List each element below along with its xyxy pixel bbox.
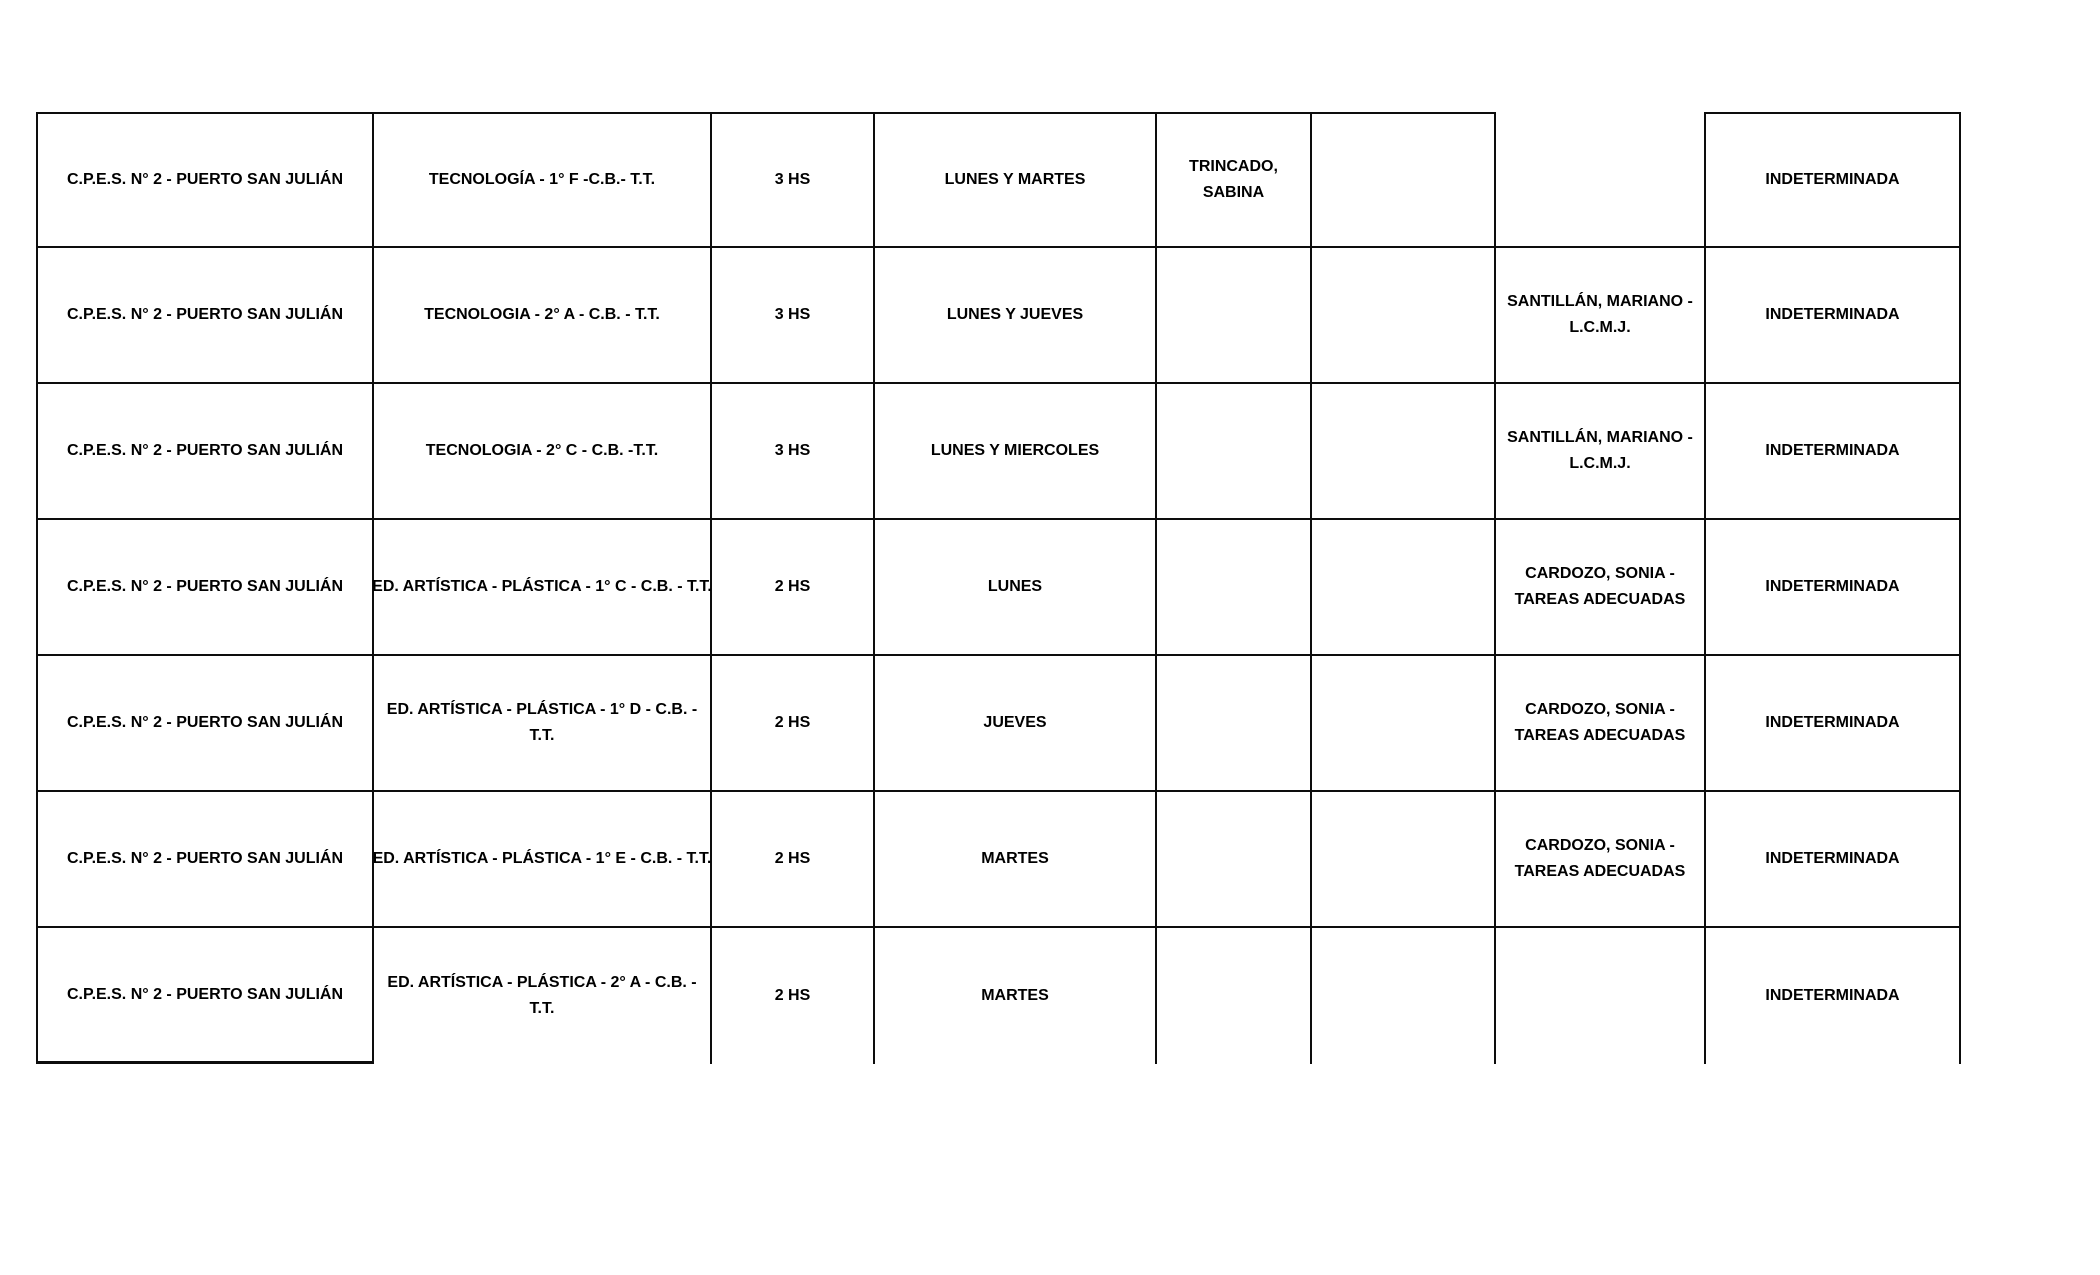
cell-weekly-hours: 3 HS — [712, 248, 875, 384]
cell-text-term: INDETERMINADA — [1765, 987, 1900, 1004]
cell-term: INDETERMINADA — [1706, 112, 1961, 248]
cell-school: C.P.E.S. N° 2 - PUERTO SAN JULIÁN — [36, 656, 374, 792]
cell-text-weekly-hours: 2 HS — [774, 850, 811, 867]
cell-text-weekly-hours: 2 HS — [774, 578, 811, 595]
cell-subject: ED. ARTÍSTICA - PLÁSTICA - 1° C - C.B. -… — [372, 520, 712, 656]
cell-days: LUNES Y JUEVES — [875, 248, 1157, 384]
cell-text-days: MARTES — [981, 987, 1049, 1004]
cell-text-days: LUNES Y MARTES — [944, 171, 1086, 188]
cell-term: INDETERMINADA — [1706, 520, 1961, 656]
cell-teacher-observation: SANTILLÁN, MARIANO - L.C.M.J. — [1496, 248, 1706, 384]
cell-subject: TECNOLOGÍA - 1° F -C.B.- T.T. — [374, 112, 712, 248]
cell-teacher — [1157, 656, 1312, 792]
cell-weekly-hours: 2 HS — [712, 656, 875, 792]
cell-text-weekly-hours: 3 HS — [774, 306, 811, 323]
cell-term: INDETERMINADA — [1706, 248, 1961, 384]
cell-term: INDETERMINADA — [1706, 384, 1961, 520]
cell-text-weekly-hours: 3 HS — [774, 171, 811, 188]
cell-text-weekly-hours: 2 HS — [774, 714, 811, 731]
cell-school: C.P.E.S. N° 2 - PUERTO SAN JULIÁN — [36, 520, 374, 656]
cell-text-term: INDETERMINADA — [1765, 171, 1900, 188]
cell-text-weekly-hours: 3 HS — [774, 442, 811, 459]
cell-text-subject: TECNOLOGIA - 2° A - C.B. - T.T. — [424, 306, 660, 323]
cell-teacher — [1157, 520, 1312, 656]
cell-weekly-hours: 2 HS — [712, 792, 875, 928]
cell-text-days: LUNES — [987, 578, 1043, 595]
cell-teacher — [1157, 792, 1312, 928]
cell-text-days: JUEVES — [983, 714, 1047, 731]
cell-text-teacher-observation: CARDOZO, SONIA - TAREAS ADECUADAS — [1514, 701, 1686, 744]
cell-text-school: C.P.E.S. N° 2 - PUERTO SAN JULIÁN — [66, 985, 344, 1003]
cell-weekly-hours: 3 HS — [712, 112, 875, 248]
cell-unassigned — [1312, 520, 1496, 656]
cell-text-school: C.P.E.S. N° 2 - PUERTO SAN JULIÁN — [66, 578, 344, 595]
cell-text-days: LUNES Y JUEVES — [946, 306, 1084, 323]
cell-days: MARTES — [875, 928, 1157, 1064]
cell-text-subject: ED. ARTÍSTICA - PLÁSTICA - 2° A - C.B. -… — [387, 974, 697, 1017]
cell-text-term: INDETERMINADA — [1765, 442, 1900, 459]
cell-school: C.P.E.S. N° 2 - PUERTO SAN JULIÁN — [36, 928, 374, 1064]
cell-text-school: C.P.E.S. N° 2 - PUERTO SAN JULIÁN — [66, 714, 344, 731]
cell-unassigned — [1312, 384, 1496, 520]
cell-text-days: LUNES Y MIERCOLES — [930, 442, 1100, 459]
cell-text-weekly-hours: 2 HS — [774, 987, 811, 1004]
cell-text-subject: TECNOLOGÍA - 1° F -C.B.- T.T. — [428, 171, 656, 188]
cell-term: INDETERMINADA — [1706, 656, 1961, 792]
cell-text-subject: TECNOLOGIA - 2° C - C.B. -T.T. — [425, 442, 659, 459]
cell-text-subject: ED. ARTÍSTICA - PLÁSTICA - 1° C - C.B. -… — [372, 578, 712, 595]
cell-term: INDETERMINADA — [1706, 928, 1961, 1064]
cell-subject: TECNOLOGIA - 2° A - C.B. - T.T. — [374, 248, 712, 384]
cell-text-teacher-observation: CARDOZO, SONIA - TAREAS ADECUADAS — [1514, 565, 1686, 608]
cell-teacher — [1157, 248, 1312, 384]
cell-school: C.P.E.S. N° 2 - PUERTO SAN JULIÁN — [36, 112, 374, 248]
cell-days: LUNES Y MARTES — [875, 112, 1157, 248]
cell-text-teacher: TRINCADO, SABINA — [1189, 158, 1278, 201]
cell-days: LUNES Y MIERCOLES — [875, 384, 1157, 520]
cell-text-school: C.P.E.S. N° 2 - PUERTO SAN JULIÁN — [66, 306, 344, 323]
cell-text-teacher-observation: SANTILLÁN, MARIANO - L.C.M.J. — [1507, 429, 1693, 472]
cell-subject: ED. ARTÍSTICA - PLÁSTICA - 1° D - C.B. -… — [374, 656, 712, 792]
cell-weekly-hours: 2 HS — [712, 520, 875, 656]
cell-unassigned — [1312, 248, 1496, 384]
schedule-table: C.P.E.S. N° 2 - PUERTO SAN JULIÁN TECNOLO… — [36, 112, 1961, 1064]
cell-text-school: C.P.E.S. N° 2 - PUERTO SAN JULIÁN — [66, 171, 344, 188]
cell-teacher: TRINCADO, SABINA — [1157, 112, 1312, 248]
cell-school: C.P.E.S. N° 2 - PUERTO SAN JULIÁN — [36, 384, 374, 520]
cell-teacher-observation: CARDOZO, SONIA - TAREAS ADECUADAS — [1496, 656, 1706, 792]
cell-school: C.P.E.S. N° 2 - PUERTO SAN JULIÁN — [36, 792, 374, 928]
cell-term: INDETERMINADA — [1706, 792, 1961, 928]
cell-days: MARTES — [875, 792, 1157, 928]
cell-text-school: C.P.E.S. N° 2 - PUERTO SAN JULIÁN — [66, 442, 344, 459]
cell-subject: TECNOLOGIA - 2° C - C.B. -T.T. — [374, 384, 712, 520]
cell-text-term: INDETERMINADA — [1765, 578, 1900, 595]
cell-text-days: MARTES — [981, 850, 1049, 867]
cell-teacher-observation: CARDOZO, SONIA - TAREAS ADECUADAS — [1496, 520, 1706, 656]
cell-unassigned — [1312, 112, 1496, 248]
cell-teacher-observation: CARDOZO, SONIA - TAREAS ADECUADAS — [1496, 792, 1706, 928]
cell-teacher-observation — [1496, 112, 1706, 248]
cell-text-school: C.P.E.S. N° 2 - PUERTO SAN JULIÁN — [66, 850, 344, 867]
cell-text-term: INDETERMINADA — [1765, 850, 1900, 867]
cell-text-teacher-observation: SANTILLÁN, MARIANO - L.C.M.J. — [1507, 293, 1693, 336]
cell-unassigned — [1312, 656, 1496, 792]
cell-subject: ED. ARTÍSTICA - PLÁSTICA - 2° A - C.B. -… — [374, 928, 712, 1064]
cell-weekly-hours: 2 HS — [712, 928, 875, 1064]
cell-text-subject: ED. ARTÍSTICA - PLÁSTICA - 1° E - C.B. -… — [372, 850, 712, 867]
cell-unassigned — [1312, 928, 1496, 1064]
cell-weekly-hours: 3 HS — [712, 384, 875, 520]
cell-days: LUNES — [875, 520, 1157, 656]
cell-teacher — [1157, 928, 1312, 1064]
cell-teacher — [1157, 384, 1312, 520]
cell-subject: ED. ARTÍSTICA - PLÁSTICA - 1° E - C.B. -… — [372, 792, 712, 928]
cell-text-term: INDETERMINADA — [1765, 306, 1900, 323]
cell-days: JUEVES — [875, 656, 1157, 792]
cell-unassigned — [1312, 792, 1496, 928]
cell-text-term: INDETERMINADA — [1765, 714, 1900, 731]
cell-text-subject: ED. ARTÍSTICA - PLÁSTICA - 1° D - C.B. -… — [386, 701, 698, 744]
cell-school: C.P.E.S. N° 2 - PUERTO SAN JULIÁN — [36, 248, 374, 384]
cell-teacher-observation — [1496, 928, 1706, 1064]
cell-text-teacher-observation: CARDOZO, SONIA - TAREAS ADECUADAS — [1514, 837, 1686, 880]
cell-teacher-observation: SANTILLÁN, MARIANO - L.C.M.J. — [1496, 384, 1706, 520]
